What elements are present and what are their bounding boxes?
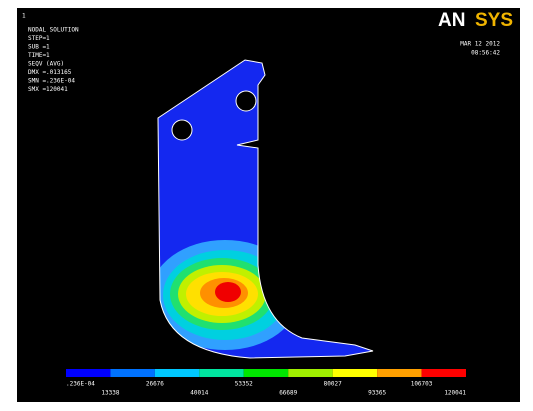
legend-label: 13338 (101, 390, 119, 397)
legend-swatch (110, 369, 154, 377)
info-line: SUB =1 (28, 44, 50, 51)
legend-label: 93365 (368, 390, 386, 397)
time: 08:56:42 (471, 50, 500, 57)
info-line: NODAL SOLUTION (28, 27, 79, 34)
info-line: SMN =.236E-04 (28, 78, 75, 85)
legend-label: .236E-04 (66, 381, 95, 388)
legend-swatch (333, 369, 377, 377)
date: MAR 12 2012 (460, 41, 500, 48)
logo-sys: SYS (475, 10, 513, 31)
legend-label: 26676 (146, 381, 164, 388)
legend-label: 120041 (444, 390, 466, 397)
legend-label: 53352 (235, 381, 253, 388)
legend-swatch (422, 369, 466, 377)
legend-swatch (199, 369, 243, 377)
info-line: SMX =120041 (28, 86, 68, 93)
logo-an: AN (438, 10, 465, 31)
hole (236, 91, 256, 111)
contour-red (215, 282, 241, 302)
legend-swatch (155, 369, 199, 377)
legend-label: 66689 (279, 390, 297, 397)
legend-swatch (288, 369, 332, 377)
info-line: SEQV (AVG) (28, 61, 64, 68)
hole (172, 120, 192, 140)
legend-swatch (244, 369, 288, 377)
legend-label: 40014 (190, 390, 208, 397)
info-line: TIME=1 (28, 52, 50, 59)
window-number: 1 (22, 13, 26, 20)
info-line: STEP=1 (28, 35, 50, 42)
legend-swatch (66, 369, 110, 377)
legend-swatch (377, 369, 421, 377)
screenshot: 1 NODAL SOLUTIONSTEP=1 SUB =1TIME=1 SEQV (… (0, 0, 533, 411)
legend-label: 106703 (411, 381, 433, 388)
legend-label: 80027 (324, 381, 342, 388)
info-line: DMX =.013165 (28, 69, 72, 76)
